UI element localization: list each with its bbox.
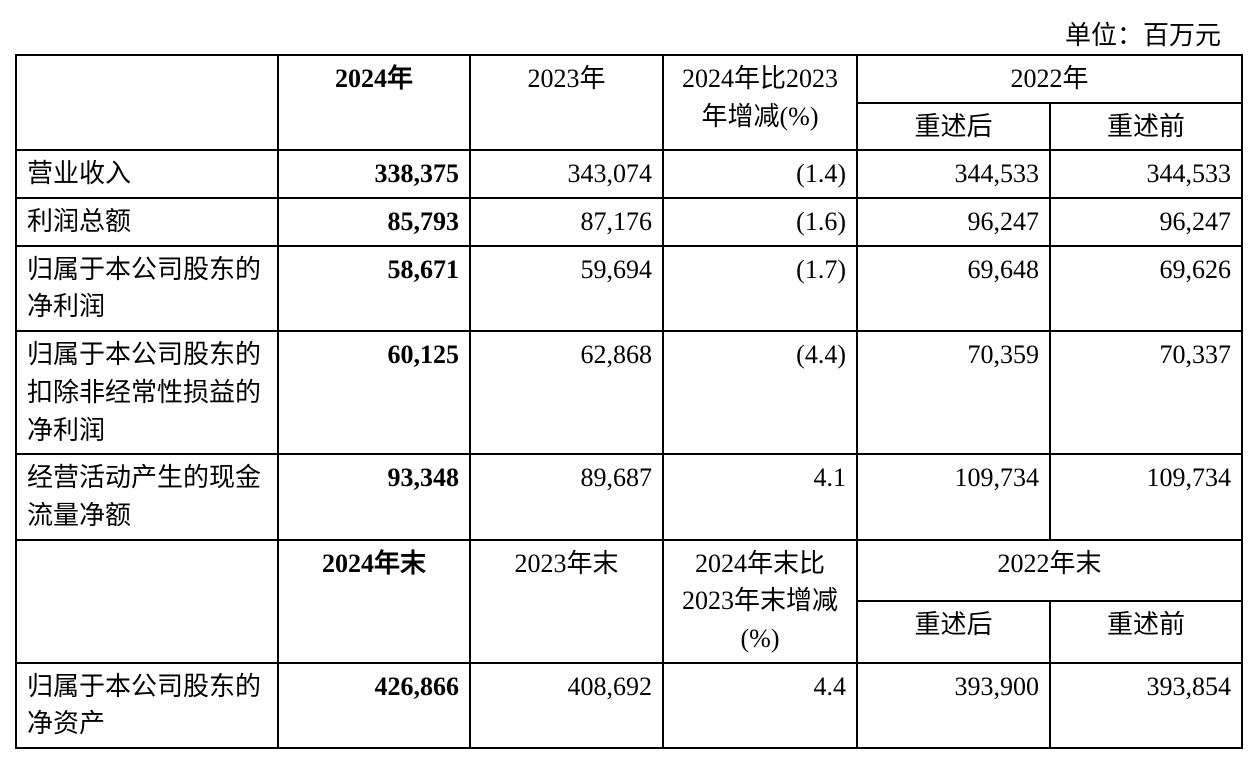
cell-2023: 89,687 xyxy=(470,454,663,539)
header-change: 2024年比2023年增减(%) xyxy=(663,55,857,150)
header-before-end: 重述前 xyxy=(1050,601,1242,663)
table-row: 归属于本公司股东的净利润58,67159,694(1.7)69,64869,62… xyxy=(16,246,1242,331)
cell-before: 70,337 xyxy=(1050,331,1242,454)
unit-label: 单位：百万元 xyxy=(15,15,1241,52)
cell-change: 4.4 xyxy=(663,663,857,748)
row-label: 经营活动产生的现金流量净额 xyxy=(16,454,278,539)
cell-change: 4.1 xyxy=(663,454,857,539)
cell-change: (1.4) xyxy=(663,150,857,198)
table-row: 归属于本公司股东的扣除非经常性损益的净利润60,12562,868(4.4)70… xyxy=(16,331,1242,454)
row-label: 归属于本公司股东的扣除非经常性损益的净利润 xyxy=(16,331,278,454)
header-change-end: 2024年末比2023年末增减(%) xyxy=(663,540,857,663)
cell-2024: 93,348 xyxy=(278,454,470,539)
header-row-bottom-1: 2024年末2023年末2024年末比2023年末增减(%)2022年末 xyxy=(16,540,1242,602)
cell-change: (4.4) xyxy=(663,331,857,454)
cell-before: 344,533 xyxy=(1050,150,1242,198)
cell-2024: 338,375 xyxy=(278,150,470,198)
cell-restated: 109,734 xyxy=(857,454,1050,539)
cell-restated: 393,900 xyxy=(857,663,1050,748)
header-2023: 2023年 xyxy=(470,55,663,150)
header-2024: 2024年 xyxy=(278,55,470,150)
cell-2024: 60,125 xyxy=(278,331,470,454)
cell-2023: 87,176 xyxy=(470,198,663,246)
cell-before: 109,734 xyxy=(1050,454,1242,539)
row-label: 营业收入 xyxy=(16,150,278,198)
row-label: 归属于本公司股东的净资产 xyxy=(16,663,278,748)
header-restated: 重述后 xyxy=(857,103,1050,151)
header-row-top-1: 2024年2023年2024年比2023年增减(%)2022年 xyxy=(16,55,1242,103)
header-before: 重述前 xyxy=(1050,103,1242,151)
cell-2023: 343,074 xyxy=(470,150,663,198)
cell-restated: 69,648 xyxy=(857,246,1050,331)
table-row: 经营活动产生的现金流量净额93,34889,6874.1109,734109,7… xyxy=(16,454,1242,539)
cell-2024: 426,866 xyxy=(278,663,470,748)
cell-2023: 59,694 xyxy=(470,246,663,331)
cell-restated: 344,533 xyxy=(857,150,1050,198)
cell-before: 96,247 xyxy=(1050,198,1242,246)
cell-2024: 85,793 xyxy=(278,198,470,246)
header-2022-end: 2022年末 xyxy=(857,540,1242,602)
cell-change: (1.6) xyxy=(663,198,857,246)
cell-restated: 70,359 xyxy=(857,331,1050,454)
table-row: 归属于本公司股东的净资产426,866408,6924.4393,900393,… xyxy=(16,663,1242,748)
cell-before: 393,854 xyxy=(1050,663,1242,748)
row-label: 归属于本公司股东的净利润 xyxy=(16,246,278,331)
table-row: 营业收入338,375343,074(1.4)344,533344,533 xyxy=(16,150,1242,198)
financial-table: 2024年2023年2024年比2023年增减(%)2022年重述后重述前 营业… xyxy=(15,54,1243,749)
row-label: 利润总额 xyxy=(16,198,278,246)
header-2023-end: 2023年末 xyxy=(470,540,663,663)
cell-2024: 58,671 xyxy=(278,246,470,331)
header-restated-end: 重述后 xyxy=(857,601,1050,663)
cell-change: (1.7) xyxy=(663,246,857,331)
cell-2023: 62,868 xyxy=(470,331,663,454)
header-2024-end: 2024年末 xyxy=(278,540,470,663)
table-row: 利润总额85,79387,176(1.6)96,24796,247 xyxy=(16,198,1242,246)
cell-restated: 96,247 xyxy=(857,198,1050,246)
cell-before: 69,626 xyxy=(1050,246,1242,331)
header-2022: 2022年 xyxy=(857,55,1242,103)
cell-2023: 408,692 xyxy=(470,663,663,748)
header-blank xyxy=(16,55,278,150)
header-blank-bottom xyxy=(16,540,278,663)
